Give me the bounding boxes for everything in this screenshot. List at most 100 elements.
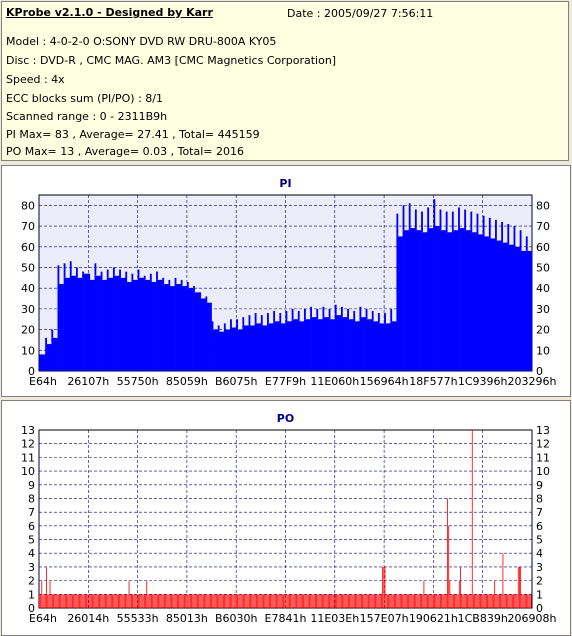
y-tick-label-right: 80 xyxy=(536,199,550,212)
po-bar xyxy=(520,566,522,608)
po-bar xyxy=(449,580,451,608)
po-bar xyxy=(476,594,478,608)
pi-bar xyxy=(186,288,194,371)
po-bar xyxy=(76,594,78,608)
po-bar xyxy=(161,594,163,608)
pi-peak xyxy=(340,306,343,318)
po-bar xyxy=(307,594,309,608)
pi-bar xyxy=(488,238,496,371)
po-bar xyxy=(128,580,130,608)
po-bar xyxy=(281,594,283,608)
x-tick-label: E77F9h xyxy=(265,375,306,388)
pi-peak xyxy=(199,292,202,299)
po-bar xyxy=(100,594,102,608)
po-bar xyxy=(428,594,430,608)
po-bar xyxy=(352,594,354,608)
pi-bar xyxy=(94,275,101,371)
pi-bar xyxy=(131,279,138,371)
po-bar xyxy=(337,594,339,608)
po-bar xyxy=(155,594,157,608)
po-bar xyxy=(119,594,121,608)
po-bar xyxy=(298,594,300,608)
x-tick-label: 190621h xyxy=(409,612,458,625)
pi-peak xyxy=(488,217,491,239)
po-bar xyxy=(447,498,448,608)
po-bar xyxy=(185,594,187,608)
po-bar xyxy=(40,594,42,608)
pi-chart: PI 0 0 10 10 20 20 30 30 40 40 50 50 60 60 70 70 80 80 E64h… xyxy=(21,177,557,388)
po-bar xyxy=(312,594,314,608)
po-bar xyxy=(176,594,178,608)
po-bar xyxy=(409,594,411,608)
po-bar xyxy=(414,594,415,608)
pi-bar xyxy=(279,323,286,371)
po-bar xyxy=(228,594,230,608)
po-bar xyxy=(87,594,89,608)
pi-peak xyxy=(82,271,84,274)
pi-peak xyxy=(242,317,245,326)
pi-bar xyxy=(100,279,108,371)
pi-peak xyxy=(137,269,140,278)
po-bar xyxy=(350,594,352,608)
po-bar xyxy=(401,594,402,608)
po-bar xyxy=(530,594,532,608)
po-bar xyxy=(469,594,471,608)
ecc-line: ECC blocks sum (PI/PO) : 8/1 xyxy=(6,92,163,105)
po-bar xyxy=(152,594,154,608)
po-bar xyxy=(252,594,254,608)
pi-peak xyxy=(328,308,331,320)
y-tick-label-right: 10 xyxy=(536,344,550,357)
x-tick-label: 157E07h xyxy=(360,612,409,625)
po-bar xyxy=(199,594,201,608)
po-bar xyxy=(345,594,347,608)
po-bar xyxy=(331,594,333,608)
po-bar xyxy=(156,594,158,608)
po-bar xyxy=(340,594,342,608)
y-tick-label-right: 13 xyxy=(536,424,550,437)
po-bar xyxy=(477,594,479,608)
po-bar xyxy=(75,594,77,608)
pi-bar xyxy=(316,319,323,371)
po-bar xyxy=(473,594,474,608)
po-bar xyxy=(235,594,237,608)
pi-peak xyxy=(149,273,152,282)
pi-peak xyxy=(513,226,516,247)
po-bar xyxy=(206,594,208,608)
po-bar xyxy=(515,594,517,608)
po-bar xyxy=(325,594,327,608)
y-tick-label-right: 9 xyxy=(536,479,543,492)
po-bar xyxy=(201,594,203,608)
po-bar xyxy=(264,594,266,608)
y-tick-label-left: 9 xyxy=(28,479,35,492)
po-bar xyxy=(43,594,45,608)
pi-stats-line: PI Max= 83 , Average= 27.41 , Total= 445… xyxy=(6,128,260,141)
po-bar xyxy=(338,594,340,608)
po-bar xyxy=(326,594,328,608)
po-bar xyxy=(257,594,259,608)
y-tick-label-left: 8 xyxy=(28,492,35,505)
y-tick-label-left: 40 xyxy=(21,282,35,295)
po-bar xyxy=(464,594,466,608)
po-bar xyxy=(363,594,365,608)
po-bar xyxy=(62,594,64,608)
po-bar xyxy=(83,594,85,608)
po-bar xyxy=(107,594,109,608)
po-bar xyxy=(296,594,297,608)
po-bar xyxy=(248,594,250,608)
po-bar xyxy=(465,594,467,608)
po-bar xyxy=(402,594,404,608)
po-bar xyxy=(135,594,137,608)
po-bar xyxy=(462,594,464,608)
pi-bar xyxy=(248,325,255,371)
po-bar xyxy=(309,594,310,608)
po-bar xyxy=(389,594,391,608)
po-bar xyxy=(314,594,316,608)
po-bar xyxy=(430,594,432,608)
po-bar xyxy=(88,594,90,608)
po-bar xyxy=(381,594,382,608)
po-bar xyxy=(213,594,215,608)
po-bar xyxy=(390,594,392,608)
po-chart-panel: PO 0 0 1 1 2 2 3 3 4 4 5 5 6 6 7 7 8 8 9 9 10 10 11 11 12 12 13 13 E6… xyxy=(1,400,571,636)
x-tick-label: 11E03Eh xyxy=(310,612,359,625)
po-bar xyxy=(461,594,463,608)
